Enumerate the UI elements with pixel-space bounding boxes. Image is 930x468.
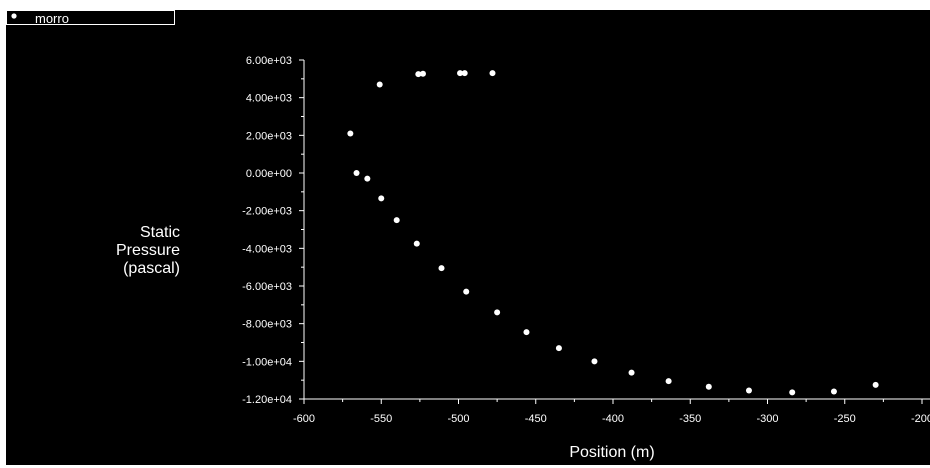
data-point (415, 71, 422, 78)
data-point (628, 369, 635, 376)
x-axis: -600 -550 -500 -450 -400 -350 -300 -250 -200 (293, 398, 930, 425)
data-point (376, 81, 383, 88)
data-point (872, 381, 879, 388)
x-tick-label: -300 (756, 413, 778, 425)
y-tick-label: -1.20e+04 (242, 394, 292, 406)
legend-label: morro (35, 11, 69, 26)
x-axis-title: Position (m) (569, 444, 654, 461)
data-point (830, 388, 837, 395)
y-axis-title-line: Static (140, 224, 180, 241)
legend-box (6, 10, 175, 25)
data-point (413, 240, 420, 247)
data-point (353, 170, 360, 176)
data-point (705, 383, 712, 390)
legend: morro (6, 10, 175, 26)
data-point (364, 175, 371, 182)
data-point (555, 345, 562, 352)
y-axis-title-line: Pressure (116, 242, 180, 259)
x-tick-label: -400 (602, 413, 624, 425)
legend-marker (11, 13, 17, 19)
x-tick-label: -500 (447, 413, 469, 425)
data-point (494, 309, 501, 316)
data-point (591, 358, 598, 365)
x-tick-label: -350 (679, 413, 701, 425)
data-points (347, 70, 879, 396)
data-point (378, 195, 385, 202)
data-point (489, 70, 496, 77)
data-point (457, 70, 464, 77)
data-point (523, 329, 530, 336)
data-point (665, 378, 672, 385)
y-tick-label: -8.00e+03 (242, 319, 292, 331)
data-point (438, 265, 445, 272)
y-tick-label: -6.00e+03 (242, 281, 292, 293)
y-axis-title-line: (pascal) (123, 260, 180, 277)
plot-background (6, 10, 930, 465)
y-tick-label: 4.00e+03 (246, 93, 292, 105)
y-tick-label: 2.00e+03 (246, 130, 292, 142)
data-point (463, 288, 470, 295)
data-point (393, 217, 400, 224)
data-point (461, 70, 468, 77)
y-tick-label: 6.00e+03 (246, 55, 292, 67)
x-tick-label: -250 (834, 413, 856, 425)
data-point (789, 389, 796, 396)
data-point (347, 130, 354, 137)
y-tick-label: -1.00e+04 (242, 356, 292, 368)
y-axis: 6.00e+03 4.00e+03 2.00e+03 0.00e+00 -2.00e+0… (242, 55, 305, 406)
x-tick-label: -200 (911, 413, 930, 425)
x-tick-label: -600 (293, 413, 315, 425)
data-point (745, 387, 752, 394)
x-tick-label: -550 (370, 413, 392, 425)
y-tick-label: -4.00e+03 (242, 243, 292, 255)
y-tick-label: 0.00e+00 (246, 168, 292, 180)
x-tick-label: -450 (525, 413, 547, 425)
data-point (419, 70, 426, 77)
y-tick-label: -2.00e+03 (242, 206, 292, 218)
